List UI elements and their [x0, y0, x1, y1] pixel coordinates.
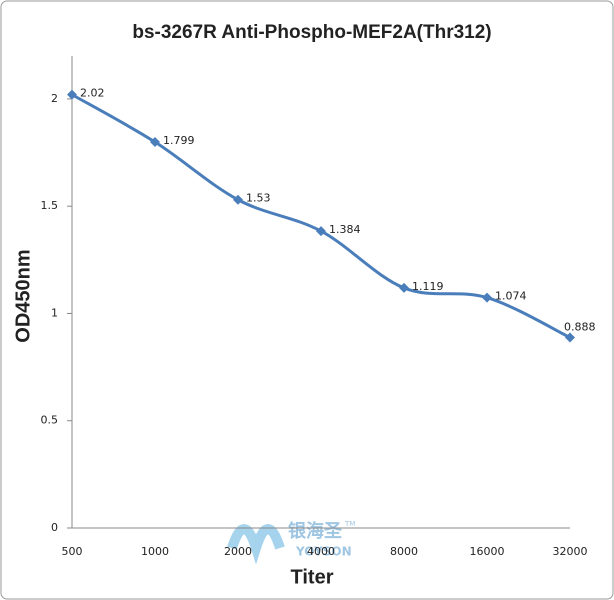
- y-axis-title: OD450nm: [12, 249, 34, 342]
- y-tick-label: 1.5: [41, 199, 59, 212]
- data-label: 0.888: [564, 320, 596, 333]
- data-label: 2.02: [80, 87, 105, 100]
- data-label: 1.384: [329, 223, 361, 236]
- data-point: [565, 332, 575, 343]
- data-point: [399, 282, 409, 293]
- y-tick-label: 2: [51, 92, 58, 105]
- data-point: [233, 194, 243, 205]
- x-tick-label: 4000: [307, 545, 335, 558]
- x-tick-label: 32000: [553, 545, 588, 558]
- watermark-brand: 银海圣: [288, 520, 343, 542]
- data-point: [482, 292, 492, 303]
- x-tick-label: 1000: [141, 545, 169, 558]
- data-label: 1.074: [495, 290, 527, 303]
- watermark-logo: [227, 524, 285, 565]
- data-label: 1.53: [246, 192, 271, 205]
- y-tick-label: 0.5: [41, 414, 59, 427]
- y-tick-label: 0: [51, 521, 58, 534]
- watermark-tm: TM: [344, 520, 355, 528]
- data-label: 1.799: [163, 134, 195, 147]
- x-axis-title: Titer: [291, 566, 334, 588]
- data-label: 1.119: [412, 280, 444, 293]
- x-tick-label: 16000: [470, 545, 505, 558]
- x-tick-label: 2000: [224, 545, 252, 558]
- watermark-latin: YOYSON: [295, 545, 352, 559]
- x-tick-label: 500: [62, 545, 83, 558]
- x-tick-label: 8000: [390, 545, 418, 558]
- data-point: [67, 89, 77, 100]
- watermark: 银海圣 TM YOYSON: [227, 520, 355, 565]
- y-tick-label: 1: [51, 306, 58, 319]
- data-point: [150, 137, 160, 148]
- chart-title: bs-3267R Anti-Phospho-MEF2A(Thr312): [132, 22, 491, 43]
- data-point: [316, 226, 326, 237]
